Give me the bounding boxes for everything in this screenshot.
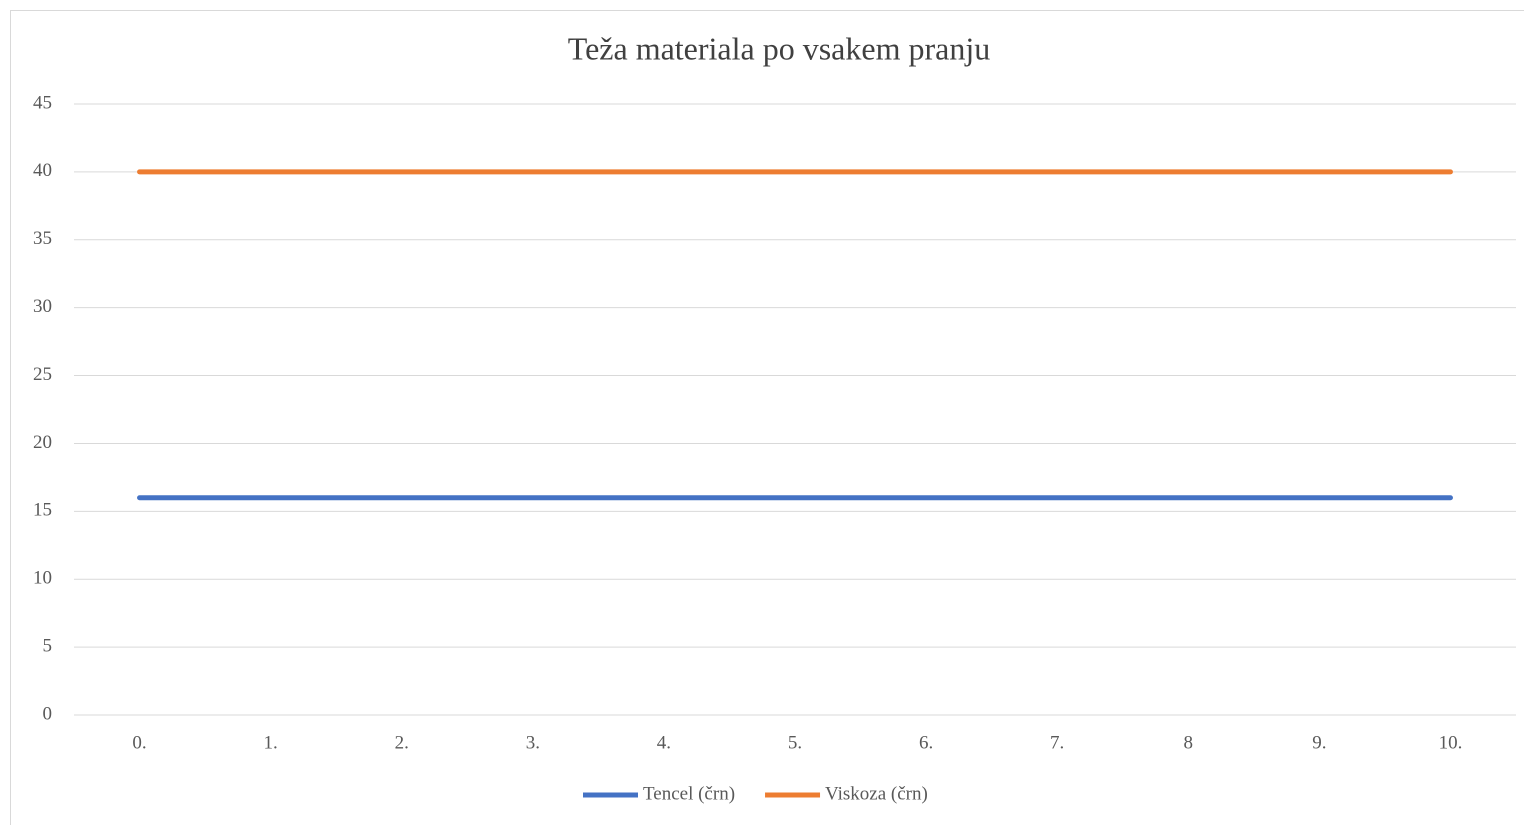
x-tick-label: 1. <box>264 732 278 753</box>
x-tick-label: 7. <box>1050 732 1064 753</box>
y-tick-label: 20 <box>33 432 52 453</box>
y-tick-label: 40 <box>33 160 52 181</box>
y-tick-label: 5 <box>43 635 53 656</box>
y-tick-label: 25 <box>33 364 52 385</box>
chart-title: Teža materiala po vsakem pranju <box>568 30 990 66</box>
x-tick-label: 3. <box>526 732 540 753</box>
x-tick-label: 0. <box>132 732 146 753</box>
legend-label: Tencel (črn) <box>643 783 735 804</box>
x-tick-label: 5. <box>788 732 802 753</box>
x-tick-label: 8 <box>1184 732 1194 753</box>
x-tick-label: 2. <box>395 732 409 753</box>
x-tick-label: 4. <box>657 732 671 753</box>
y-tick-label: 10 <box>33 568 52 589</box>
y-tick-label: 30 <box>33 296 52 317</box>
legend-label: Viskoza (črn) <box>825 783 928 804</box>
y-tick-label: 15 <box>33 500 52 521</box>
x-tick-label: 6. <box>919 732 933 753</box>
x-tick-label: 10. <box>1439 732 1463 753</box>
y-tick-label: 35 <box>33 228 52 249</box>
chart-border <box>10 10 1524 825</box>
x-tick-label: 9. <box>1312 732 1326 753</box>
y-tick-label: 45 <box>33 92 52 113</box>
y-tick-label: 0 <box>43 703 53 724</box>
